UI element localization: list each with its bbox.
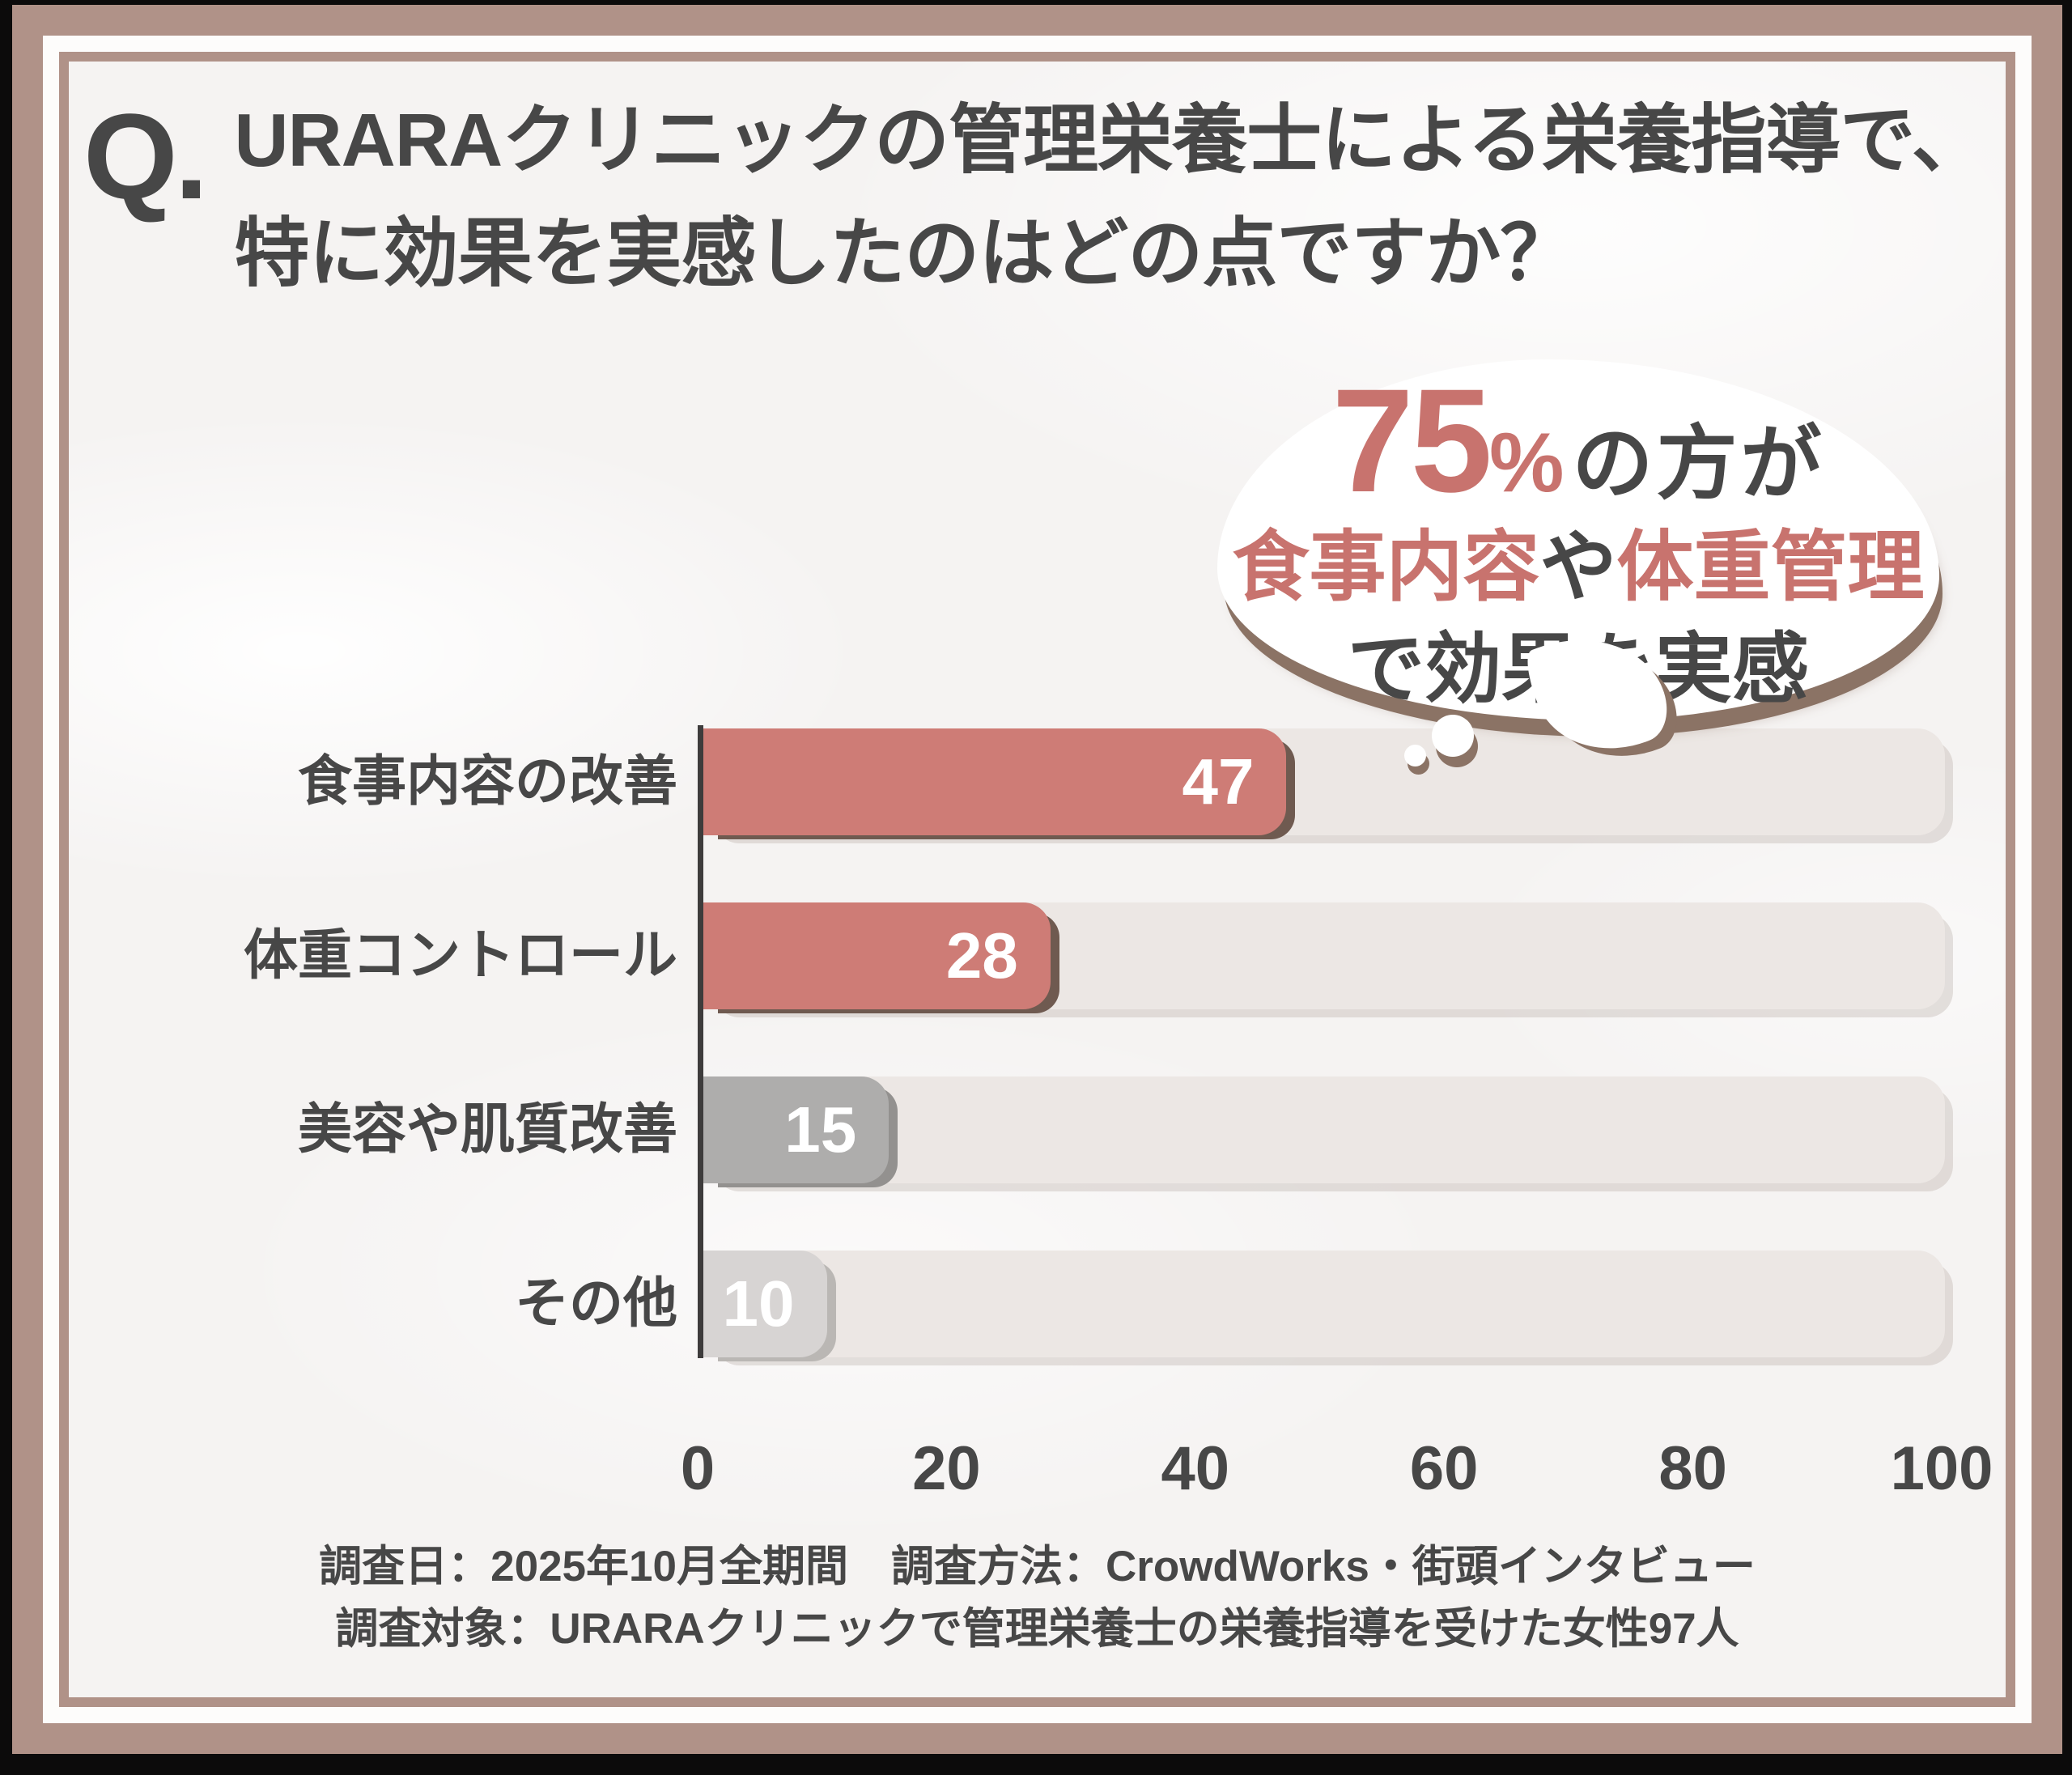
- x-tick-label: 40: [1161, 1434, 1230, 1503]
- bar: 47: [703, 728, 1287, 835]
- inner-frame: Q. URARAクリニックの管理栄養士による栄養指導で、 特に効果を実感したのは…: [59, 52, 2015, 1707]
- thought-bubble: 75 % の方が 食事内容や体重管理 で効果を実感: [1217, 359, 1939, 720]
- chart-row: 体重コントロール 28: [69, 902, 1955, 1009]
- bar-track: 15: [703, 1076, 1945, 1183]
- question-line-2: 特に効果を実感したのはどの点ですか？: [234, 210, 1575, 295]
- callout-percent-sign: %: [1488, 416, 1565, 511]
- bar-value-label: 28: [945, 919, 1018, 992]
- x-tick-label: 20: [912, 1434, 981, 1503]
- bar-track: 28: [703, 902, 1945, 1009]
- thought-dot-small: [1404, 745, 1426, 766]
- bar-value-label: 15: [784, 1093, 857, 1166]
- callout-percent-value: 75: [1331, 358, 1492, 524]
- outer-frame: Q. URARAクリニックの管理栄養士による栄養指導で、 特に効果を実感したのは…: [12, 5, 2062, 1754]
- thought-dot-large: [1432, 715, 1474, 757]
- frame-white-gap: Q. URARAクリニックの管理栄養士による栄養指導で、 特に効果を実感したのは…: [43, 36, 2032, 1723]
- x-tick-label: 100: [1890, 1434, 1993, 1503]
- callout-connector: や: [1539, 524, 1617, 611]
- category-label: 体重コントロール: [244, 925, 677, 986]
- thought-bubble-text: 75 % の方が 食事内容や体重管理 で効果を実感: [1232, 362, 1924, 718]
- chart-row: 美容や肌質改善 15: [69, 1076, 1955, 1183]
- callout-emphasis-2: 体重管理: [1616, 524, 1925, 611]
- category-label: その他: [515, 1273, 677, 1334]
- bar: 10: [703, 1251, 827, 1357]
- category-label: 美容や肌質改善: [298, 1099, 677, 1160]
- callout-line-1: 75 % の方が: [1232, 367, 1924, 514]
- question-header: Q. URARAクリニックの管理栄養士による栄養指導で、 特に効果を実感したのは…: [83, 84, 1987, 310]
- y-axis-line: [698, 725, 703, 1358]
- survey-note-line-2: 調査対象：URARAクリニックで管理栄養士の栄養指導を受けた女性97人: [335, 1604, 1739, 1653]
- question-line-1: URARAクリニックの管理栄養士による栄養指導で、: [234, 98, 1986, 182]
- card-content: Q. URARAクリニックの管理栄養士による栄養指導で、 特に効果を実感したのは…: [69, 62, 2006, 1697]
- bar-value-label: 10: [722, 1268, 795, 1340]
- x-axis-ticks: 0 20 40 60 80 100: [681, 1425, 1993, 1514]
- callout-line-2: 食事内容や体重管理: [1232, 514, 1924, 622]
- x-tick-label: 60: [1409, 1434, 1479, 1503]
- bar: 15: [703, 1076, 890, 1183]
- callout-emphasis-1: 食事内容: [1232, 524, 1540, 611]
- bar-track: 47: [703, 728, 1945, 835]
- bar: 28: [703, 902, 1051, 1009]
- x-tick-label: 0: [680, 1434, 715, 1503]
- bar-track: 10: [703, 1251, 1945, 1357]
- x-tick-label: 80: [1658, 1434, 1727, 1503]
- survey-notes: 調査日：2025年10月全期間 調査方法：CrowdWorks・街頭インタビュー…: [69, 1536, 2006, 1661]
- bar-value-label: 47: [1182, 745, 1255, 817]
- survey-note-line-1: 調査日：2025年10月全期間 調査方法：CrowdWorks・街頭インタビュー: [319, 1543, 1756, 1590]
- chart-row: 食事内容の改善 47: [69, 728, 1955, 835]
- chart-row: その他 10: [69, 1251, 1955, 1357]
- category-label: 食事内容の改善: [298, 751, 677, 812]
- bar-chart: 食事内容の改善 47 体重コントロール 28: [69, 62, 2006, 1697]
- question-text: URARAクリニックの管理栄養士による栄養指導で、 特に効果を実感したのはどの点…: [234, 84, 1986, 310]
- question-mark-label: Q.: [83, 88, 208, 224]
- callout-after-percent: の方が: [1572, 418, 1825, 510]
